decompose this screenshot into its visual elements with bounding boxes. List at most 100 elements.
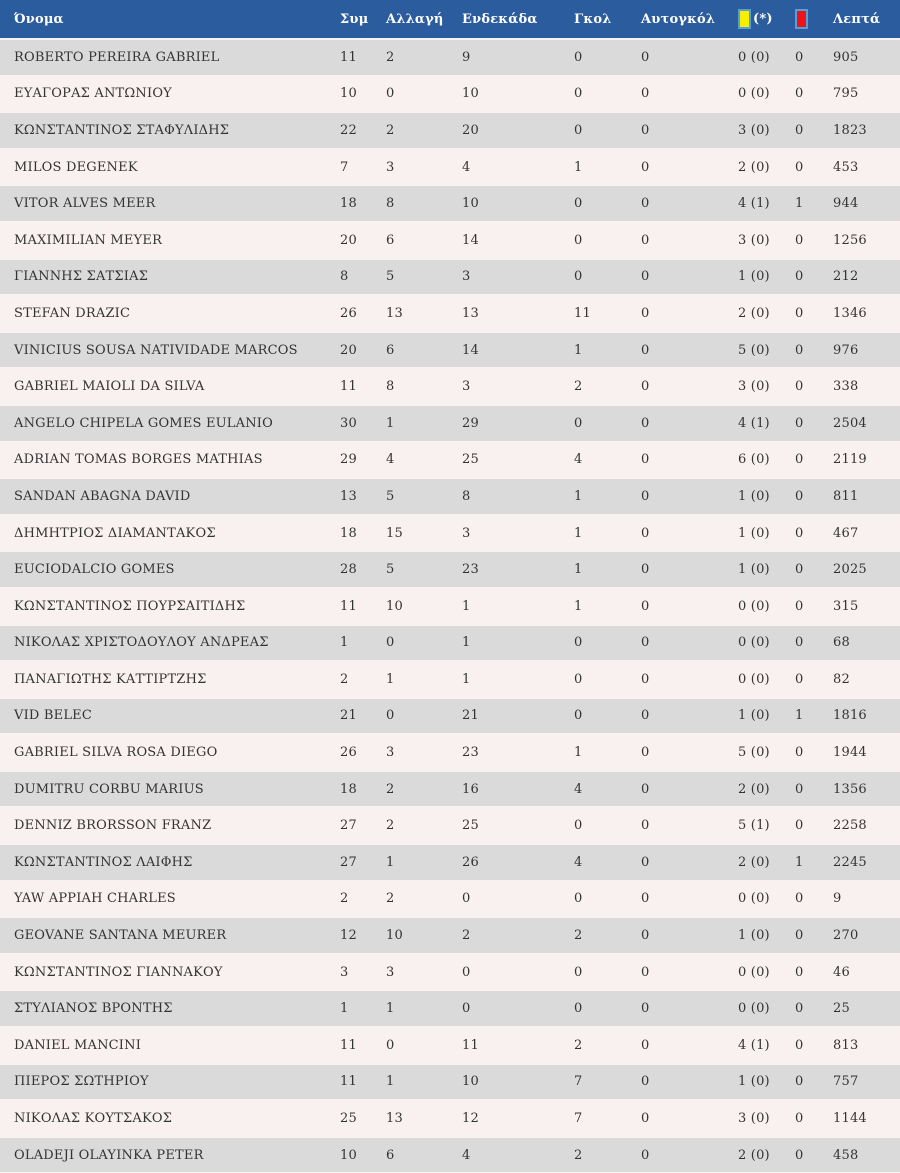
appearances-cell: 2 [340, 879, 386, 917]
red-cards-cell: 0 [795, 403, 833, 441]
own-goals-cell: 0 [641, 1135, 738, 1173]
minutes-cell: 2245 [833, 843, 900, 880]
minutes-cell: 9 [833, 879, 900, 917]
starting-eleven-cell: 26 [462, 843, 574, 880]
minutes-cell: 2504 [833, 403, 900, 441]
red-cards-cell: 0 [795, 1062, 833, 1100]
goals-cell: 1 [574, 733, 641, 770]
red-cards-cell: 0 [795, 806, 833, 844]
goals-cell: 0 [574, 623, 641, 661]
table-row: ΚΩΝΣΤΑΝΤΙΝΟΣ ΓΙΑΝΝΑΚΟΥ 3 3 0 0 0 0 (0) 0… [0, 952, 900, 990]
player-name-cell: ΠΙΕΡΟΣ ΣΩΤΗΡΙΟΥ [0, 1062, 340, 1100]
table-row: DANIEL MANCINI 11 0 11 2 0 4 (1) 0 813 [0, 1026, 900, 1063]
own-goals-cell: 0 [641, 184, 738, 221]
minutes-cell: 1144 [833, 1099, 900, 1136]
player-name-cell: STEFAN DRAZIC [0, 294, 340, 331]
appearances-cell: 10 [340, 74, 386, 112]
player-name-cell: GABRIEL SILVA ROSA DIEGO [0, 733, 340, 770]
own-goals-cell: 0 [641, 147, 738, 185]
own-goals-cell: 0 [641, 623, 738, 661]
player-name-cell: ΚΩΝΣΤΑΝΤΙΝΟΣ ΠΟΥΡΣΑΙΤΙΔΗΣ [0, 586, 340, 624]
appearances-cell: 11 [340, 38, 386, 75]
yellow-cards-cell: 0 (0) [738, 586, 795, 624]
own-goals-cell: 0 [641, 403, 738, 441]
sub-on-cell: 3 [386, 952, 462, 990]
own-goals-cell: 0 [641, 111, 738, 148]
minutes-cell: 25 [833, 989, 900, 1027]
player-name-cell: ΚΩΝΣΤΑΝΤΙΝΟΣ ΛΑΙΦΗΣ [0, 843, 340, 880]
own-goals-cell: 0 [641, 1062, 738, 1100]
goals-cell: 0 [574, 989, 641, 1027]
goals-cell: 0 [574, 184, 641, 221]
player-name-cell: ΕΥΑΓΟΡΑΣ ΑΝΤΩΝΙΟΥ [0, 74, 340, 112]
starting-eleven-cell: 10 [462, 74, 574, 112]
table-row: ΓΙΑΝΝΗΣ ΣΑΤΣΙΑΣ 8 5 3 0 0 1 (0) 0 212 [0, 257, 900, 295]
player-name-cell: ΔΗΜΗΤΡΙΟΣ ΔΙΑΜΑΝΤΑΚΟΣ [0, 513, 340, 551]
goals-cell: 0 [574, 879, 641, 917]
sub-on-cell: 2 [386, 769, 462, 807]
red-cards-cell: 0 [795, 1135, 833, 1173]
yellow-cards-cell: 2 (0) [738, 843, 795, 880]
red-cards-cell: 0 [795, 660, 833, 697]
column-header-red-cards [795, 0, 833, 38]
minutes-cell: 68 [833, 623, 900, 661]
goals-cell: 1 [574, 330, 641, 368]
sub-on-cell: 3 [386, 733, 462, 770]
table-row: VITOR ALVES MEER 18 8 10 0 0 4 (1) 1 944 [0, 184, 900, 221]
own-goals-cell: 0 [641, 586, 738, 624]
appearances-cell: 21 [340, 696, 386, 734]
yellow-cards-cell: 0 (0) [738, 38, 795, 75]
goals-cell: 0 [574, 952, 641, 990]
red-cards-cell: 0 [795, 367, 833, 404]
sub-on-cell: 0 [386, 1026, 462, 1063]
own-goals-cell: 0 [641, 769, 738, 807]
table-row: VINICIUS SOUSA NATIVIDADE MARCOS 20 6 14… [0, 330, 900, 368]
goals-cell: 0 [574, 257, 641, 295]
minutes-cell: 2025 [833, 550, 900, 587]
yellow-cards-cell: 1 (0) [738, 916, 795, 953]
red-cards-cell: 0 [795, 586, 833, 624]
own-goals-cell: 0 [641, 513, 738, 551]
red-cards-cell: 0 [795, 879, 833, 917]
appearances-cell: 20 [340, 330, 386, 368]
red-cards-cell: 0 [795, 147, 833, 185]
red-cards-cell: 0 [795, 477, 833, 514]
sub-on-cell: 1 [386, 989, 462, 1027]
yellow-cards-cell: 0 (0) [738, 879, 795, 917]
yellow-card-icon [738, 9, 751, 29]
table-row: STEFAN DRAZIC 26 13 13 11 0 2 (0) 0 1346 [0, 294, 900, 331]
red-cards-cell: 0 [795, 330, 833, 368]
minutes-cell: 82 [833, 660, 900, 697]
table-row: MILOS DEGENEK 7 3 4 1 0 2 (0) 0 453 [0, 147, 900, 185]
starting-eleven-cell: 25 [462, 440, 574, 478]
yellow-cards-cell: 5 (1) [738, 806, 795, 844]
appearances-cell: 11 [340, 1026, 386, 1063]
player-name-cell: YAW APPIAH CHARLES [0, 879, 340, 917]
player-name-cell: MAXIMILIAN MEYER [0, 220, 340, 258]
appearances-cell: 11 [340, 1062, 386, 1100]
table-row: VID BELEC 21 0 21 0 0 1 (0) 1 1816 [0, 696, 900, 734]
appearances-cell: 25 [340, 1099, 386, 1136]
minutes-cell: 1944 [833, 733, 900, 770]
column-header-minutes: Λεπτά [833, 0, 900, 38]
minutes-cell: 467 [833, 513, 900, 551]
table-row: GEOVANE SANTANA MEURER 12 10 2 2 0 1 (0)… [0, 916, 900, 953]
goals-cell: 4 [574, 843, 641, 880]
red-cards-cell: 0 [795, 550, 833, 587]
goals-cell: 0 [574, 74, 641, 112]
yellow-cards-cell: 1 (0) [738, 477, 795, 514]
table-row: EUCIODALCIO GOMES 28 5 23 1 0 1 (0) 0 20… [0, 550, 900, 587]
starting-eleven-cell: 10 [462, 184, 574, 221]
yellow-cards-cell: 1 (0) [738, 696, 795, 734]
goals-cell: 2 [574, 1135, 641, 1173]
appearances-cell: 1 [340, 989, 386, 1027]
yellow-cards-cell: 0 (0) [738, 74, 795, 112]
table-row: ΔΗΜΗΤΡΙΟΣ ΔΙΑΜΑΝΤΑΚΟΣ 18 15 3 1 0 1 (0) … [0, 513, 900, 551]
red-cards-cell: 0 [795, 38, 833, 75]
yellow-cards-cell: 6 (0) [738, 440, 795, 478]
sub-on-cell: 1 [386, 403, 462, 441]
yellow-cards-cell: 4 (1) [738, 184, 795, 221]
minutes-cell: 1356 [833, 769, 900, 807]
goals-cell: 7 [574, 1099, 641, 1136]
starting-eleven-cell: 29 [462, 403, 574, 441]
